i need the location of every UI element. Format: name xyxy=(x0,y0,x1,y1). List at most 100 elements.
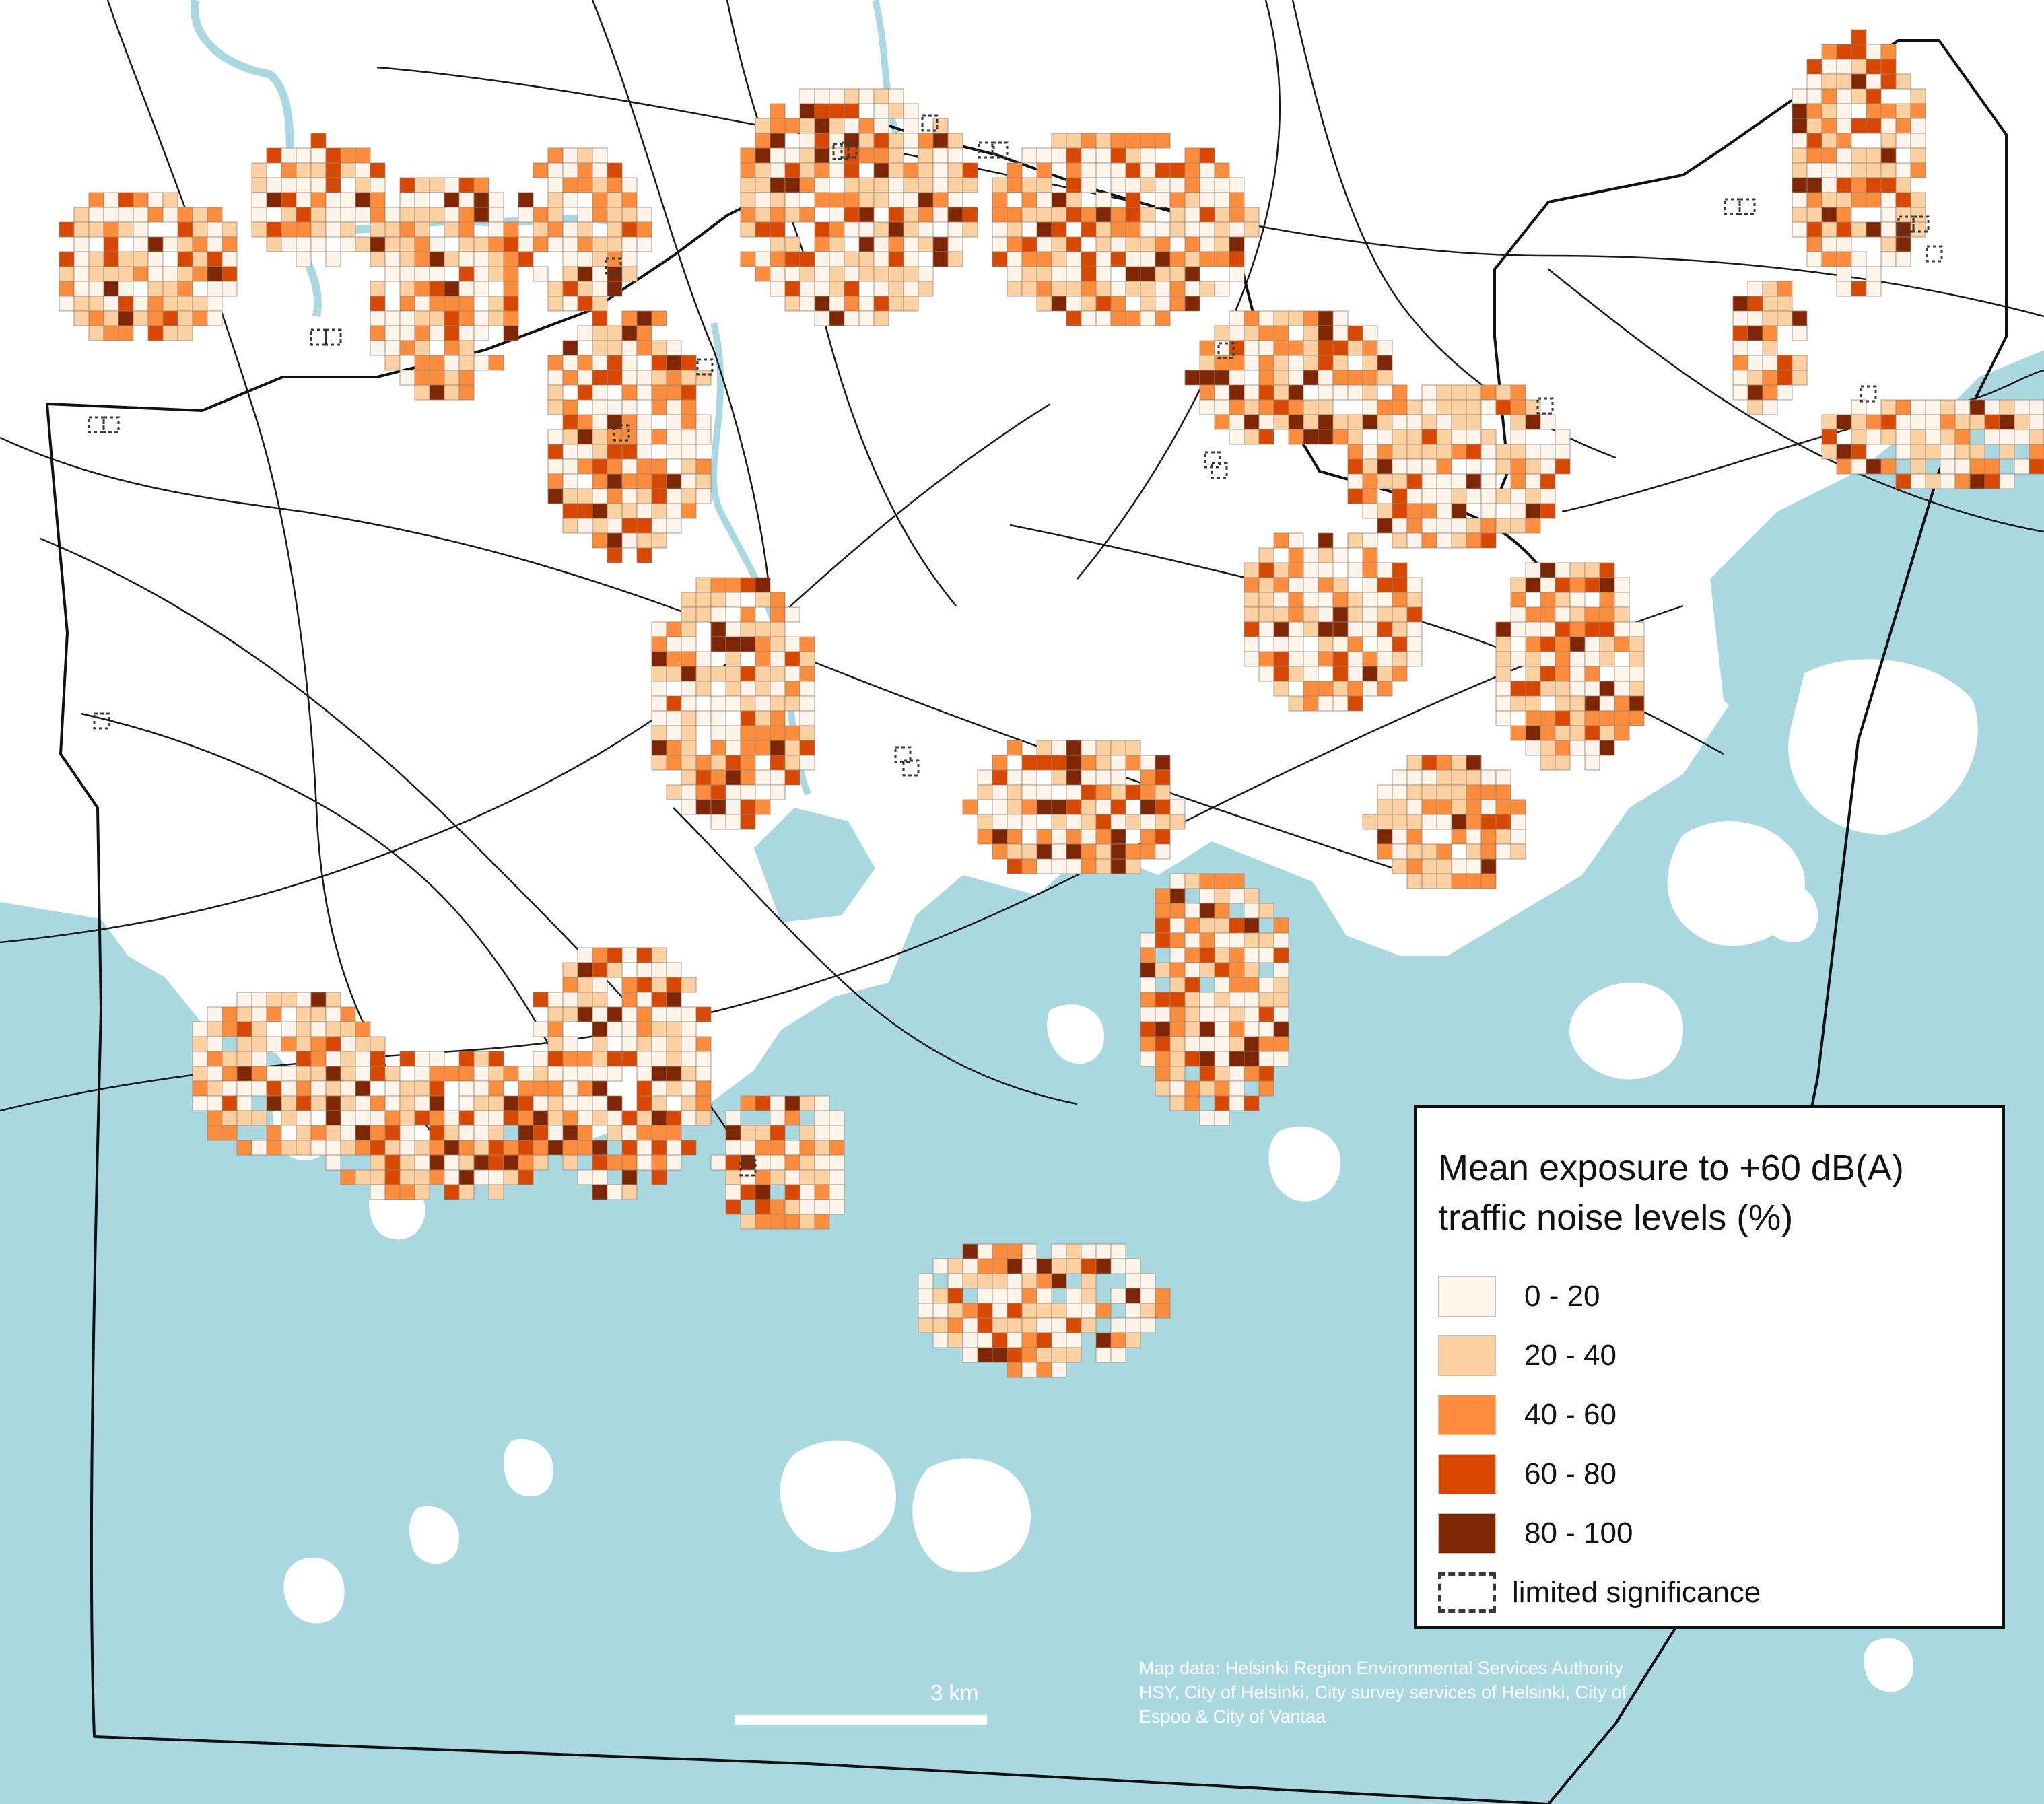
noise-cell xyxy=(814,88,830,104)
noise-cell xyxy=(1318,592,1334,608)
noise-cell xyxy=(1362,547,1378,563)
noise-cell xyxy=(1436,473,1452,489)
noise-cell xyxy=(799,636,815,652)
noise-cell xyxy=(903,192,919,208)
noise-cell xyxy=(1066,162,1082,178)
noise-cell xyxy=(1140,784,1156,800)
noise-cell xyxy=(1155,814,1171,830)
noise-cell xyxy=(592,532,608,549)
noise-cell xyxy=(1081,221,1097,238)
noise-cell xyxy=(562,414,578,430)
noise-cell xyxy=(1940,444,1956,460)
noise-cell xyxy=(1940,429,1956,445)
noise-cell xyxy=(814,266,830,282)
noise-cell xyxy=(1851,429,1867,445)
noise-cell xyxy=(1347,340,1363,356)
noise-cell xyxy=(770,636,786,652)
noise-cell xyxy=(355,207,371,223)
noise-cell xyxy=(681,1021,697,1037)
noise-cell xyxy=(1332,592,1349,608)
noise-cell xyxy=(1007,1317,1023,1333)
noise-cell xyxy=(488,1066,504,1082)
noise-cell xyxy=(621,251,638,267)
noise-cell xyxy=(1081,829,1097,845)
noise-cell xyxy=(1540,755,1556,771)
noise-cell xyxy=(1377,562,1393,578)
noise-cell xyxy=(607,503,623,519)
noise-cell xyxy=(177,236,193,252)
noise-cell xyxy=(1806,251,1822,267)
noise-cell xyxy=(429,355,445,371)
noise-cell xyxy=(325,1021,341,1037)
noise-cell xyxy=(755,1125,771,1141)
noise-cell xyxy=(1036,740,1052,756)
legend-label: limited significance xyxy=(1512,1576,1761,1609)
noise-cell xyxy=(710,725,726,741)
noise-cell xyxy=(1125,1288,1141,1304)
noise-cell xyxy=(399,325,415,341)
noise-cell xyxy=(1495,784,1511,800)
noise-cell xyxy=(1081,266,1097,282)
noise-cell xyxy=(1258,1006,1274,1022)
noise-cell xyxy=(755,1154,771,1171)
noise-cell xyxy=(1258,1066,1274,1082)
noise-cell xyxy=(1095,207,1112,223)
noise-cell xyxy=(1258,370,1274,386)
noise-cell xyxy=(473,1154,489,1171)
limited-cell xyxy=(1217,342,1235,359)
noise-cell xyxy=(636,340,652,356)
noise-cell xyxy=(873,266,889,282)
noise-cell xyxy=(681,1140,697,1156)
limited-cell xyxy=(902,759,920,777)
noise-cell xyxy=(1510,843,1526,860)
noise-cell xyxy=(562,281,578,297)
noise-cell xyxy=(770,251,786,267)
noise-cell xyxy=(325,192,341,208)
noise-cell xyxy=(947,147,963,164)
noise-cell xyxy=(1895,399,1911,415)
noise-cell xyxy=(1303,547,1319,563)
noise-cell xyxy=(1762,340,1778,356)
noise-cell xyxy=(992,1347,1008,1363)
noise-cell xyxy=(755,1214,771,1230)
noise-cell xyxy=(1762,310,1778,326)
noise-cell xyxy=(1229,1080,1245,1097)
noise-cell xyxy=(1392,488,1408,504)
noise-cell xyxy=(1466,769,1482,786)
noise-cell xyxy=(770,755,786,771)
noise-cell xyxy=(784,1214,800,1230)
noise-cell xyxy=(992,1288,1008,1304)
noise-cell xyxy=(1214,1021,1230,1037)
noise-cell xyxy=(1347,370,1363,386)
noise-cell xyxy=(992,1332,1008,1348)
noise-cell xyxy=(73,281,90,297)
noise-cell xyxy=(1421,784,1437,800)
noise-cell xyxy=(829,1110,845,1126)
noise-cell xyxy=(814,1154,830,1171)
noise-cell xyxy=(1214,162,1230,178)
noise-cell xyxy=(1258,562,1274,578)
noise-cell xyxy=(1229,325,1245,341)
noise-cell xyxy=(1747,310,1763,326)
noise-cell xyxy=(1140,266,1156,282)
noise-cell xyxy=(370,162,386,178)
noise-cell xyxy=(710,755,726,771)
noise-cell xyxy=(1910,192,1926,208)
noise-cell xyxy=(1821,147,1837,164)
noise-cell xyxy=(1510,592,1526,608)
noise-cell xyxy=(1169,992,1186,1008)
noise-cell xyxy=(681,977,697,993)
noise-cell xyxy=(932,192,949,208)
noise-cell xyxy=(903,221,919,238)
noise-cell xyxy=(770,103,786,119)
noise-cell xyxy=(651,710,667,726)
noise-cell xyxy=(770,236,786,252)
noise-cell xyxy=(562,251,578,267)
noise-cell xyxy=(636,962,652,978)
limited-significance-cells xyxy=(88,114,1943,1177)
noise-cell xyxy=(1273,532,1289,549)
noise-cell xyxy=(1821,118,1837,134)
noise-cell xyxy=(547,207,564,223)
noise-cell xyxy=(918,266,934,282)
noise-cell xyxy=(1362,532,1378,549)
